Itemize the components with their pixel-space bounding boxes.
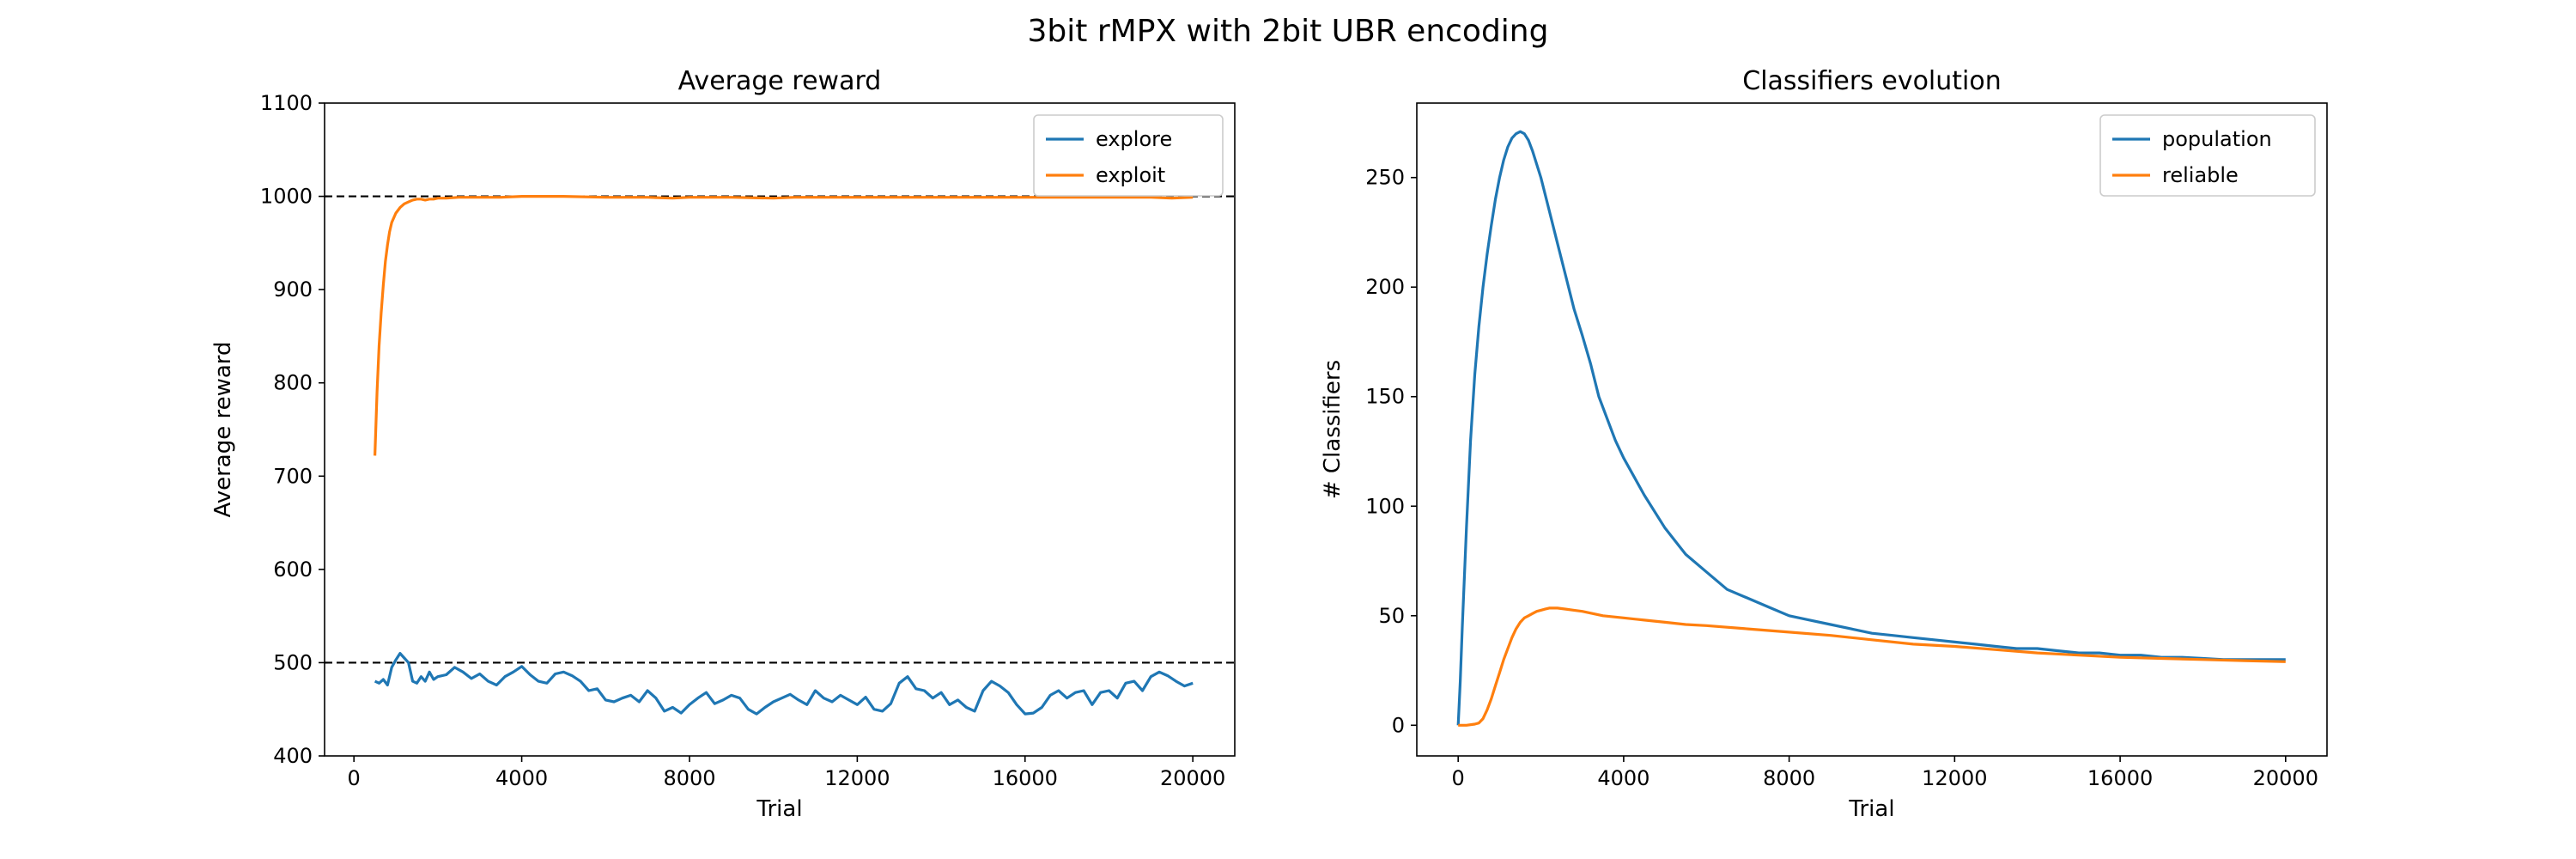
y-tick-label: 900 [273, 277, 313, 302]
average-reward-chart: Average reward 0 4000 8000 12000 16000 20000 40… [210, 66, 1236, 822]
series-line-explore [374, 651, 1194, 716]
y-tick-label: 500 [273, 650, 313, 674]
x-tick-label: 20000 [2253, 766, 2318, 790]
x-tick-label: 8000 [663, 766, 715, 790]
x-tick-label: 0 [348, 766, 361, 790]
classifiers-evolution-legend: population reliable [2099, 114, 2316, 197]
y-tick-label: 0 [1392, 713, 1405, 737]
legend-label-exploit: exploit [1096, 163, 1165, 187]
y-tick-label: 600 [273, 557, 313, 582]
classifiers-evolution-title: Classifiers evolution [1742, 66, 2002, 96]
y-tick-label: 400 [273, 744, 313, 768]
x-tick-label: 20000 [1160, 766, 1225, 790]
y-tick-label: 200 [1365, 275, 1405, 299]
series-line-exploit [374, 195, 1194, 456]
y-tick-label: 50 [1378, 604, 1405, 628]
y-tick-label: 250 [1365, 166, 1405, 190]
figure-title: 3bit rMPX with 2bit UBR encoding [1028, 14, 1549, 49]
x-tick-label: 12000 [824, 766, 890, 790]
y-tick-label: 150 [1365, 385, 1405, 409]
x-tick-label: 12000 [1922, 766, 1987, 790]
y-axis-label: Average reward [210, 341, 236, 517]
series-line-reliable [1458, 606, 2286, 727]
y-tick-label: 1100 [260, 91, 313, 115]
legend-label-reliable: reliable [2162, 163, 2239, 187]
y-axis-label: # Classifiers [1320, 360, 1346, 499]
x-axis-label: Trial [756, 796, 802, 822]
average-reward-plot-frame [324, 102, 1236, 757]
y-tick-label: 100 [1365, 494, 1405, 518]
x-axis-label: Trial [1848, 796, 1894, 822]
legend-label-explore: explore [1096, 127, 1172, 151]
y-tick-label: 1000 [260, 185, 313, 209]
x-tick-label: 16000 [2087, 766, 2153, 790]
legend-label-population: population [2162, 127, 2272, 151]
classifiers-evolution-chart: Classifiers evolution 0 4000 8000 12000 16000… [1320, 66, 2328, 822]
legend-box [2099, 114, 2316, 197]
x-tick-label: 8000 [1763, 766, 1815, 790]
x-tick-label: 0 [1452, 766, 1465, 790]
x-tick-label: 4000 [495, 766, 548, 790]
y-tick-label: 700 [273, 464, 313, 488]
average-reward-title: Average reward [678, 66, 882, 96]
x-tick-label: 16000 [993, 766, 1058, 790]
y-tick-label: 800 [273, 371, 313, 395]
x-tick-label: 4000 [1597, 766, 1649, 790]
series-line-population [1456, 130, 2286, 726]
classifiers-evolution-plot-frame [1416, 102, 2328, 757]
average-reward-legend: explore exploit [1033, 114, 1224, 197]
